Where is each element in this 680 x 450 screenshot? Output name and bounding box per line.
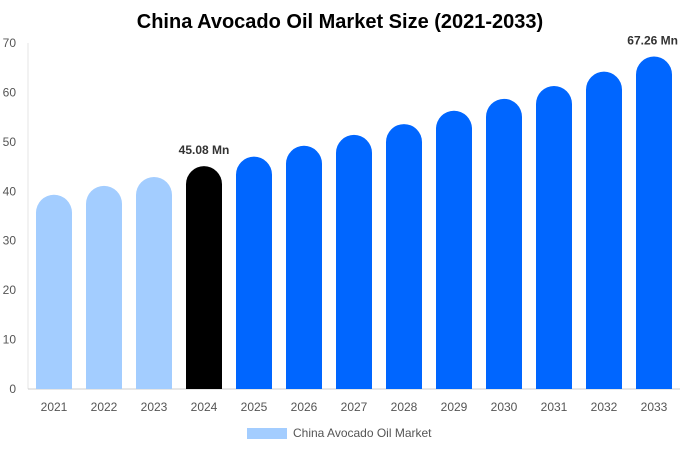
x-tick-label: 2023 xyxy=(141,400,168,414)
y-tick-label: 60 xyxy=(3,85,17,99)
x-tick-label: 2027 xyxy=(341,400,368,414)
bar-2028[interactable] xyxy=(386,124,422,389)
y-tick-label: 30 xyxy=(3,234,17,248)
bar-2031[interactable] xyxy=(536,86,572,389)
x-tick-label: 2031 xyxy=(541,400,568,414)
bar-2022[interactable] xyxy=(86,185,122,389)
bar-2025[interactable] xyxy=(236,156,272,389)
y-tick-label: 50 xyxy=(3,135,17,149)
x-tick-label: 2033 xyxy=(641,400,668,414)
bar-2023[interactable] xyxy=(136,176,172,389)
chart-title: China Avocado Oil Market Size (2021-2033… xyxy=(137,11,543,33)
legend-label: China Avocado Oil Market xyxy=(293,426,432,440)
x-tick-label: 2024 xyxy=(191,400,218,414)
x-tick-label: 2025 xyxy=(241,400,268,414)
bar-2033[interactable] xyxy=(636,56,672,390)
x-tick-label: 2021 xyxy=(41,400,68,414)
x-tick-label: 2022 xyxy=(91,400,118,414)
y-tick-label: 0 xyxy=(9,382,16,396)
x-tick-label: 2032 xyxy=(591,400,618,414)
y-tick-label: 20 xyxy=(3,283,17,297)
legend[interactable]: China Avocado Oil Market xyxy=(247,426,432,440)
bar-2032[interactable] xyxy=(586,71,622,389)
bar-2029[interactable] xyxy=(436,110,472,389)
y-tick-label: 70 xyxy=(3,36,17,50)
legend-swatch xyxy=(247,428,287,439)
data-label-2024: 45.08 Mn xyxy=(179,143,230,157)
x-tick-label: 2028 xyxy=(391,400,418,414)
bar-2030[interactable] xyxy=(486,98,522,390)
bar-2024[interactable] xyxy=(186,166,222,389)
data-label-2033: 67.26 Mn xyxy=(627,34,678,48)
x-tick-label: 2030 xyxy=(491,400,518,414)
bar-2021[interactable] xyxy=(36,194,72,389)
y-tick-label: 40 xyxy=(3,184,17,198)
x-tick-label: 2026 xyxy=(291,400,318,414)
y-tick-label: 10 xyxy=(3,333,17,347)
bar-2026[interactable] xyxy=(286,145,322,389)
bar-2027[interactable] xyxy=(336,134,372,389)
x-tick-label: 2029 xyxy=(441,400,468,414)
